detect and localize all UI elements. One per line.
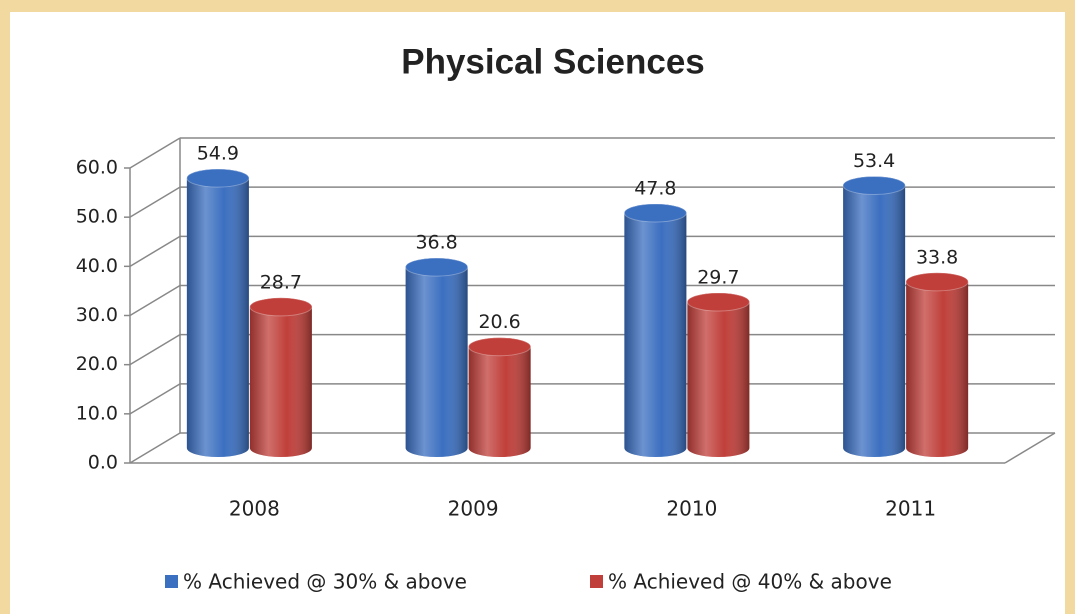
value-label: 53.4: [853, 150, 895, 172]
x-tick-label: 2010: [666, 497, 717, 521]
y-tick-label: 0.0: [88, 452, 118, 474]
bar-shade: [843, 176, 906, 457]
bar-shade: [405, 258, 468, 457]
bar: [686, 292, 750, 457]
chart-title: Physical Sciences: [401, 42, 705, 81]
bar-top: [468, 337, 532, 357]
y-tick-label: 30.0: [76, 304, 118, 326]
y-tick-label: 40.0: [76, 255, 118, 277]
bar-shade: [186, 169, 249, 457]
bar: [468, 337, 532, 457]
x-tick-label: 2009: [448, 497, 499, 521]
bar-top: [249, 297, 313, 317]
x-tick-label: 2008: [229, 497, 280, 521]
value-label: 36.8: [415, 232, 457, 254]
value-label: 47.8: [634, 177, 676, 199]
grid-line: [129, 137, 181, 169]
grid-line: [129, 235, 181, 267]
bar-top: [405, 257, 469, 277]
bar-top: [686, 292, 750, 312]
bar-top: [905, 272, 969, 292]
legend-swatch: [590, 575, 603, 588]
value-label: 29.7: [697, 266, 739, 288]
value-label: 54.9: [197, 143, 239, 165]
bar: [842, 175, 906, 457]
x-tick-label: 2011: [885, 497, 936, 521]
bar: [623, 203, 687, 457]
y-tick-label: 10.0: [76, 402, 118, 424]
y-tick-label: 60.0: [76, 157, 118, 179]
bar-top: [623, 203, 687, 223]
legend-label: % Achieved @ 30% & above: [183, 570, 467, 594]
floor-edge: [1004, 432, 1056, 464]
bar-shade: [624, 203, 687, 457]
grid-line: [129, 383, 181, 415]
legend-swatch: [165, 575, 178, 588]
bar-top: [842, 175, 906, 195]
grid-line: [129, 432, 181, 464]
bar-shade: [687, 292, 750, 457]
bar-shade: [249, 297, 312, 457]
y-tick-label: 50.0: [76, 206, 118, 228]
bar-shade: [468, 337, 531, 457]
bar-top: [186, 168, 250, 188]
grid-line: [129, 334, 181, 366]
value-label: 28.7: [260, 271, 302, 293]
legend-label: % Achieved @ 40% & above: [608, 570, 892, 594]
bar: [249, 297, 313, 457]
value-label: 33.8: [916, 246, 958, 268]
y-tick-label: 20.0: [76, 353, 118, 375]
bar-shade: [906, 272, 969, 457]
grid-line: [129, 284, 181, 317]
grid-line: [129, 186, 181, 218]
bar: [905, 272, 969, 457]
value-label: 20.6: [478, 311, 520, 333]
bar: [405, 257, 469, 457]
bar: [186, 168, 250, 457]
